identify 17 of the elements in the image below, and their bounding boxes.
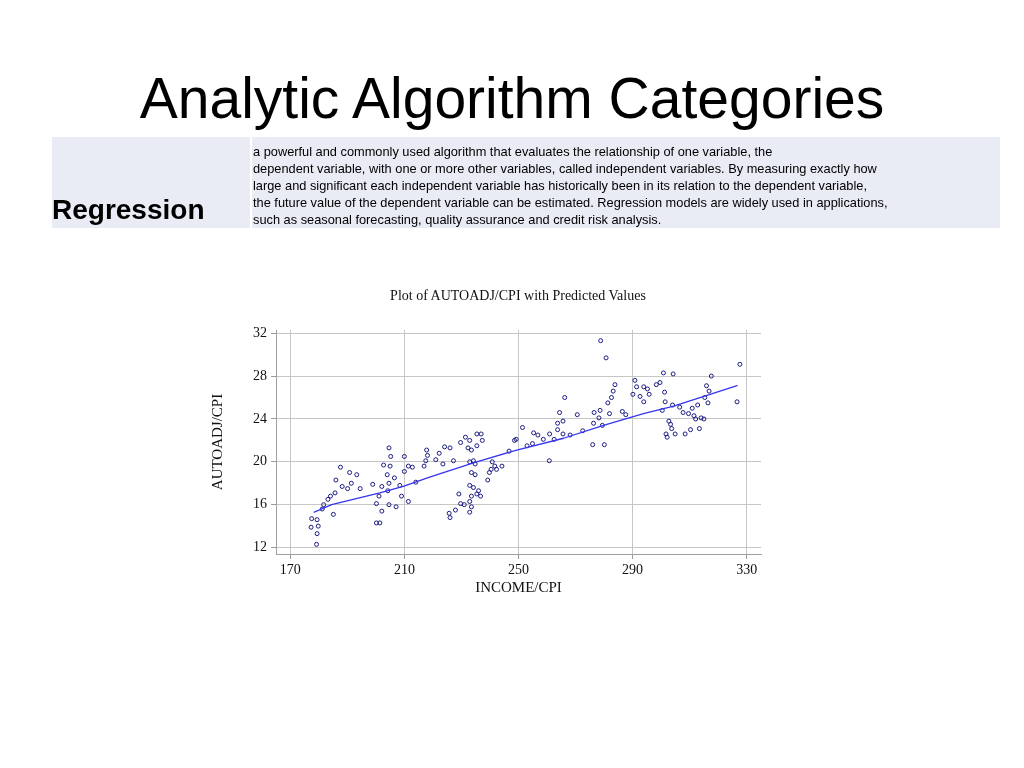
x-tick-label: 250 — [508, 562, 529, 578]
chart-title: Analytic Algorithm Categories — [138, 65, 886, 132]
x-tick-label: 210 — [393, 562, 415, 578]
y-axis-title: AUTOADJ/CPI — [208, 393, 225, 491]
table-cell: a powerful and commonly used algorithm that evaluates the relationship of one variable, the dependent variable, with one or more other variables, called independent variables. By measuring exactly how large and significant each independent variable has historically been in its relation to the dependent variable, the future value of the dependent variable can be estimated. Regression models are widely used in applications, such as seasonal forecasting, quality assurance and credit risk analysis. — [252, 137, 1000, 228]
y-tick-label: 16 — [253, 496, 267, 512]
x-tick-label: 170 — [279, 562, 301, 578]
x-tick-label: 330 — [736, 562, 758, 578]
chart-subtitle: Plot of AUTOADJ/CPI with Predicted Values — [389, 287, 647, 305]
table-cell: Regression — [52, 137, 250, 228]
x-axis-title: INCOME/CPI — [475, 578, 562, 595]
y-tick-label: 32 — [253, 324, 267, 340]
y-tick-label: 24 — [253, 410, 267, 426]
x-tick-label: 290 — [622, 562, 644, 578]
y-tick-label: 20 — [253, 453, 267, 469]
y-tick-label: 28 — [253, 367, 267, 383]
y-tick-label: 12 — [253, 539, 267, 555]
